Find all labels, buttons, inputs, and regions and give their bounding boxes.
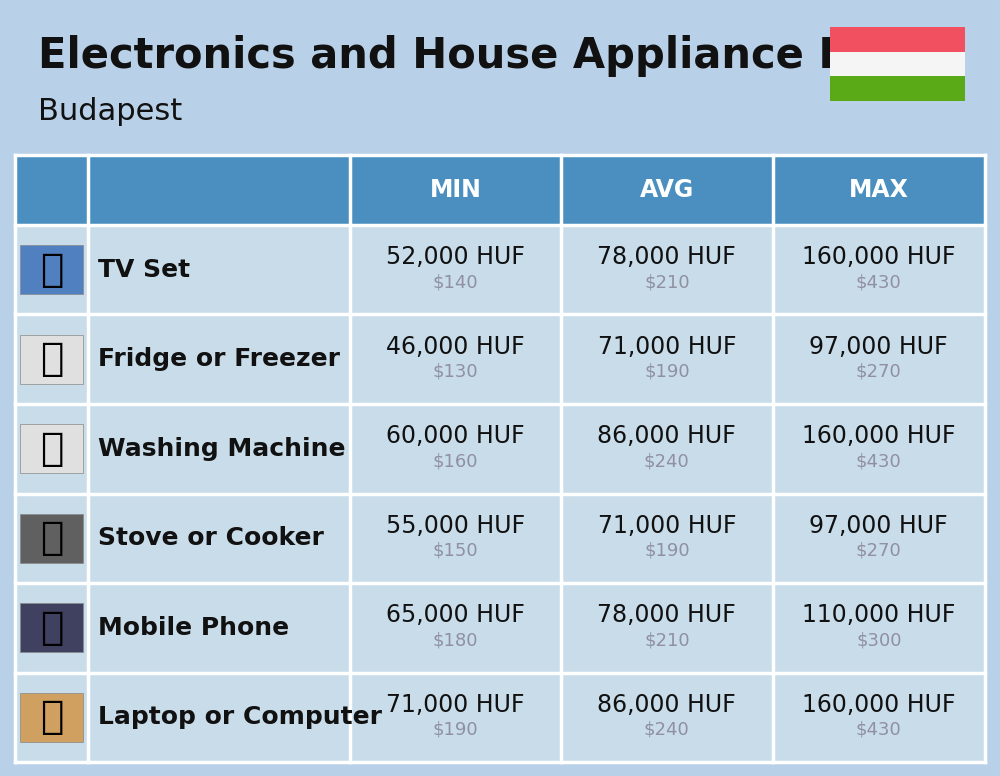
Text: 💻: 💻 [40, 698, 63, 736]
Text: $150: $150 [433, 542, 478, 559]
Text: Fridge or Freezer: Fridge or Freezer [98, 347, 340, 371]
Text: 🔥: 🔥 [40, 519, 63, 557]
Text: 97,000 HUF: 97,000 HUF [809, 514, 948, 538]
Text: 65,000 HUF: 65,000 HUF [386, 603, 525, 627]
Text: Washing Machine: Washing Machine [98, 437, 345, 461]
Text: 📱: 📱 [40, 608, 63, 646]
Text: Stove or Cooker: Stove or Cooker [98, 526, 324, 550]
Text: Electronics and House Appliance Prices: Electronics and House Appliance Prices [38, 35, 961, 77]
Text: 86,000 HUF: 86,000 HUF [597, 424, 736, 449]
Text: $270: $270 [856, 362, 902, 381]
Text: $210: $210 [644, 273, 690, 291]
Text: 📺: 📺 [40, 251, 63, 289]
Text: $430: $430 [856, 721, 902, 739]
Text: $430: $430 [856, 273, 902, 291]
Text: 160,000 HUF: 160,000 HUF [802, 245, 956, 269]
Text: $300: $300 [856, 632, 902, 650]
Text: Mobile Phone: Mobile Phone [98, 616, 289, 639]
Text: $160: $160 [433, 452, 478, 470]
Text: $430: $430 [856, 452, 902, 470]
Text: 60,000 HUF: 60,000 HUF [386, 424, 525, 449]
Text: 71,000 HUF: 71,000 HUF [386, 693, 525, 717]
Text: $190: $190 [644, 362, 690, 381]
Text: $140: $140 [433, 273, 478, 291]
Text: 71,000 HUF: 71,000 HUF [598, 334, 736, 359]
Text: Budapest: Budapest [38, 97, 182, 126]
Text: 71,000 HUF: 71,000 HUF [598, 514, 736, 538]
Text: AVG: AVG [640, 178, 694, 202]
Text: TV Set: TV Set [98, 258, 190, 282]
Text: 🧊: 🧊 [40, 340, 63, 378]
Text: $240: $240 [644, 452, 690, 470]
Text: 160,000 HUF: 160,000 HUF [802, 424, 956, 449]
Text: $190: $190 [644, 542, 690, 559]
Text: $180: $180 [433, 632, 478, 650]
Text: 52,000 HUF: 52,000 HUF [386, 245, 525, 269]
Text: 160,000 HUF: 160,000 HUF [802, 693, 956, 717]
Text: 55,000 HUF: 55,000 HUF [386, 514, 525, 538]
Text: 86,000 HUF: 86,000 HUF [597, 693, 736, 717]
Text: $270: $270 [856, 542, 902, 559]
Text: 46,000 HUF: 46,000 HUF [386, 334, 525, 359]
Text: 🧺: 🧺 [40, 430, 63, 468]
Text: 78,000 HUF: 78,000 HUF [597, 245, 736, 269]
Text: $240: $240 [644, 721, 690, 739]
Text: Laptop or Computer: Laptop or Computer [98, 705, 382, 729]
Text: 110,000 HUF: 110,000 HUF [802, 603, 955, 627]
Text: $190: $190 [433, 721, 478, 739]
Text: $130: $130 [433, 362, 478, 381]
Text: MAX: MAX [849, 178, 909, 202]
Text: 78,000 HUF: 78,000 HUF [597, 603, 736, 627]
Text: MIN: MIN [429, 178, 481, 202]
Text: 97,000 HUF: 97,000 HUF [809, 334, 948, 359]
Text: $210: $210 [644, 632, 690, 650]
